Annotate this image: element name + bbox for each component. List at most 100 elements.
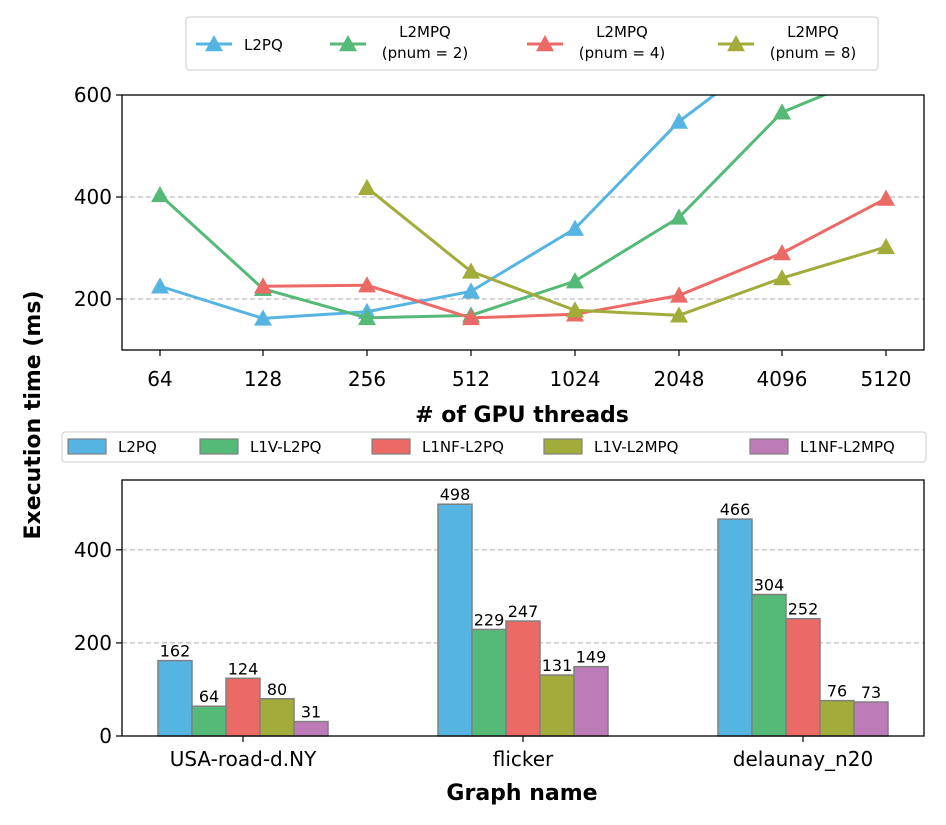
legend-swatch-L1NF-L2PQ xyxy=(371,438,411,455)
bar-L1V-L2MPQ xyxy=(819,699,855,737)
bottom-x-ticks: USA-road-d.NY flicker delaunay_n20 xyxy=(170,736,873,771)
bar-value-label: 162 xyxy=(160,642,191,661)
data-point-L2MPQ_pnum4 xyxy=(358,276,376,293)
top-series xyxy=(151,61,895,326)
top-plot-frame xyxy=(121,94,925,351)
bottom-x-tick-label: flicker xyxy=(493,747,554,771)
bottom-x-tick-label: USA-road-d.NY xyxy=(170,747,317,771)
legend-marker-L2PQ xyxy=(205,35,223,52)
top-grid xyxy=(122,196,924,300)
legend-swatch-L1V-L2MPQ xyxy=(543,438,583,455)
legend-marker-L2MPQ_pnum2 xyxy=(339,35,357,52)
top-x-tick-label: 5120 xyxy=(861,367,912,391)
top-x-tick-label: 4096 xyxy=(757,367,808,391)
series-line-L2MPQ_pnum8 xyxy=(366,186,887,317)
bottom-x-axis-label: Graph name xyxy=(446,781,597,806)
data-point-L2PQ xyxy=(151,277,169,294)
top-x-tick-label: 256 xyxy=(348,367,386,391)
bar-value-label: 304 xyxy=(754,576,785,595)
top-legend: L2PQ L2MPQ (pnum = 2) L2MPQ (pnum = 4) L2MPQ (… xyxy=(185,16,879,71)
top-x-tick-label: 1024 xyxy=(550,367,601,391)
bottom-y-tick-label: 200 xyxy=(74,631,112,655)
data-point-L2MPQ_pnum2 xyxy=(670,208,688,225)
legend-label-L1V-L2PQ: L1V-L2PQ xyxy=(250,438,321,456)
top-line-chart: L2PQ L2MPQ (pnum = 2) L2MPQ (pnum = 4) L2MPQ (… xyxy=(74,16,925,428)
bar-value-label: 229 xyxy=(474,610,505,629)
bar-value-label: 149 xyxy=(576,648,607,667)
bar-L1NF-L2MPQ xyxy=(293,720,329,737)
legend-sublabel-L2MPQ_pnum8: (pnum = 8) xyxy=(770,44,857,62)
data-point-L2MPQ_pnum2 xyxy=(358,308,376,326)
data-point-L2PQ xyxy=(566,219,584,236)
legend-marker-L2MPQ_pnum8 xyxy=(727,35,745,52)
top-x-tick-label: 128 xyxy=(244,367,282,391)
top-y-tick-label: 600 xyxy=(74,83,112,107)
top-x-ticks: 64 128 256 512 1024 2048 4096 5120 xyxy=(147,350,911,391)
top-y-ticks: 200 400 600 xyxy=(74,83,122,311)
data-point-L2MPQ_pnum4 xyxy=(773,244,791,261)
bar-L1NF-L2MPQ xyxy=(573,665,609,737)
data-point-L2MPQ_pnum8 xyxy=(358,178,376,196)
data-point-L2MPQ_pnum2 xyxy=(773,103,791,120)
bar-value-label: 131 xyxy=(542,656,573,675)
data-point-L2MPQ_pnum4 xyxy=(462,308,480,326)
data-point-L2MPQ_pnum2 xyxy=(566,272,584,289)
data-point-L2MPQ_pnum4 xyxy=(670,286,688,303)
data-point-L2MPQ_pnum8 xyxy=(462,262,480,279)
bar-value-label: 31 xyxy=(301,703,321,722)
legend-marker-L2MPQ_pnum4 xyxy=(536,35,554,52)
legend-swatch-L1V-L2PQ xyxy=(199,438,239,455)
top-x-tick-label: 2048 xyxy=(654,367,705,391)
legend-swatch-L2PQ xyxy=(67,438,107,455)
bar-L2PQ xyxy=(157,659,193,737)
legend-label-L2MPQ_pnum8: L2MPQ xyxy=(787,23,839,41)
bottom-y-tick-label: 0 xyxy=(99,724,112,748)
bar-value-label: 252 xyxy=(788,600,819,619)
bar-value-label: 76 xyxy=(827,682,847,701)
bar-value-label: 64 xyxy=(199,687,219,706)
bar-L1NF-L2MPQ xyxy=(853,701,889,737)
legend-label-L2PQ: L2PQ xyxy=(244,36,283,54)
series-line-L2MPQ_pnum2 xyxy=(158,95,829,320)
data-point-L2MPQ_pnum8 xyxy=(773,269,791,286)
bottom-y-tick-label: 400 xyxy=(74,538,112,562)
data-point-L2PQ xyxy=(462,282,480,299)
bar-L1V-L2MPQ xyxy=(539,674,575,737)
bar-value-label: 124 xyxy=(228,659,259,678)
data-point-L2MPQ_pnum2 xyxy=(151,185,169,203)
bar-value-label: 80 xyxy=(267,680,287,699)
data-point-L2PQ xyxy=(254,309,272,326)
bar-L2PQ xyxy=(437,503,473,737)
data-point-L2MPQ_pnum8 xyxy=(566,301,584,318)
bottom-y-ticks: 0 200 400 xyxy=(74,538,122,748)
bar-L1V-L2PQ xyxy=(751,593,787,737)
bar-L1V-L2PQ xyxy=(191,705,227,737)
bar-L1NF-L2PQ xyxy=(225,677,261,737)
legend-label-L1NF-L2MPQ: L1NF-L2MPQ xyxy=(800,438,895,456)
bar-value-label: 73 xyxy=(861,683,881,702)
legend-label-L1NF-L2PQ: L1NF-L2PQ xyxy=(422,438,504,456)
bottom-legend-frame xyxy=(61,431,927,463)
shared-y-axis-label: Execution time (ms) xyxy=(21,290,46,539)
legend-sublabel-L2MPQ_pnum2: (pnum = 2) xyxy=(382,44,469,62)
top-y-tick-label: 200 xyxy=(74,287,112,311)
bar-value-label: 498 xyxy=(440,485,471,504)
bottom-x-tick-label: delaunay_n20 xyxy=(733,747,873,771)
top-y-tick-label: 400 xyxy=(74,185,112,209)
bar-L2PQ xyxy=(717,518,753,737)
data-point-L2MPQ_pnum8 xyxy=(670,306,688,323)
bar-L1V-L2PQ xyxy=(471,628,507,737)
legend-label-L2PQ: L2PQ xyxy=(118,438,157,456)
bar-L1V-L2MPQ xyxy=(259,698,295,737)
series-line-L2MPQ_pnum4 xyxy=(262,197,887,320)
legend-sublabel-L2MPQ_pnum4: (pnum = 4) xyxy=(579,44,666,62)
data-point-L2PQ xyxy=(670,112,688,129)
legend-label-L2MPQ_pnum2: L2MPQ xyxy=(399,23,451,41)
data-point-L2MPQ_pnum2 xyxy=(877,61,895,77)
bottom-bar-chart: L2PQ L1V-L2PQ L1NF-L2PQ L1V-L2MPQ L1NF-L2MPQ… xyxy=(61,431,927,806)
data-point-L2MPQ_pnum8 xyxy=(877,237,895,255)
bar-value-label: 247 xyxy=(508,602,539,621)
top-x-axis-label: # of GPU threads xyxy=(415,403,629,428)
